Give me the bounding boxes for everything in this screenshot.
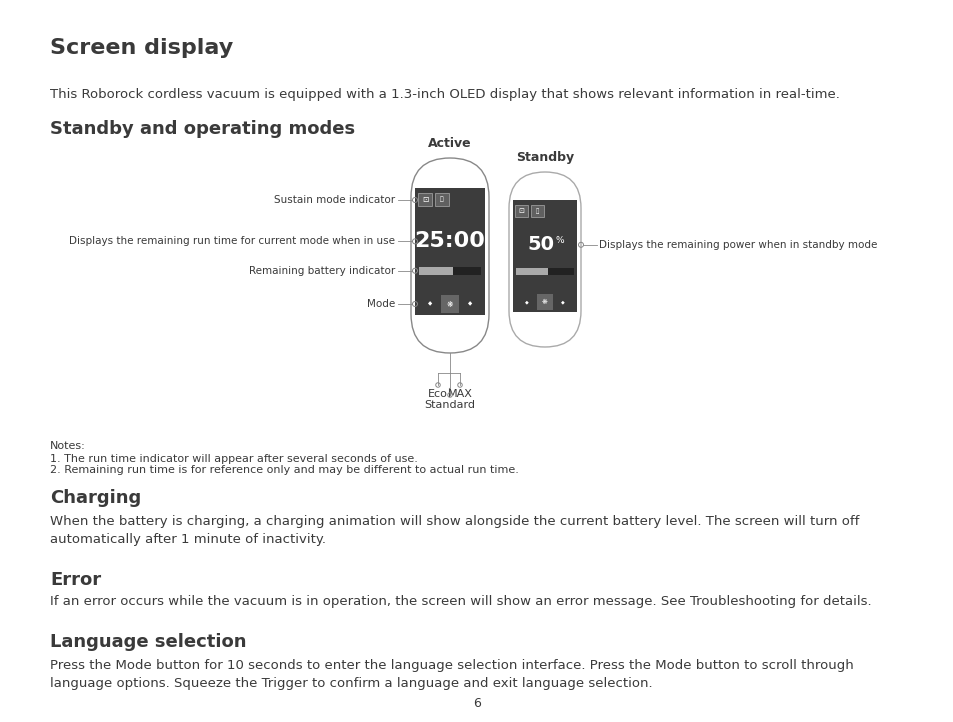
Text: Mode: Mode [366,299,395,309]
Text: ❋: ❋ [446,300,453,308]
Text: Standby: Standby [516,151,574,164]
Bar [516,269,547,275]
Text: ◆: ◆ [560,300,564,305]
Text: 🔒: 🔒 [536,208,538,214]
Text: Press the Mode button for 10 seconds to enter the language selection interface. : Press the Mode button for 10 seconds to … [50,659,853,690]
Bar [420,295,438,313]
Bar [537,294,553,310]
Text: 2. Remaining run time is for reference only and may be different to actual run t: 2. Remaining run time is for reference o… [50,465,518,475]
Text: 1. The run time indicator will appear after several seconds of use.: 1. The run time indicator will appear af… [50,454,417,464]
Text: Remaining battery indicator: Remaining battery indicator [249,266,395,276]
Text: Notes:: Notes: [50,441,86,451]
Text: 6: 6 [473,697,480,710]
Bar [418,266,480,275]
Bar [460,295,478,313]
Text: Displays the remaining run time for current mode when in use: Displays the remaining run time for curr… [69,236,395,246]
Text: Error: Error [50,571,101,589]
Text: %: % [555,236,564,245]
Text: Sustain mode indicator: Sustain mode indicator [274,195,395,205]
FancyBboxPatch shape [411,158,489,353]
Bar [440,295,458,313]
Bar [518,294,535,310]
Text: ⊡: ⊡ [421,195,428,204]
FancyBboxPatch shape [509,172,580,347]
Text: 50: 50 [527,235,554,254]
Text: Standby and operating modes: Standby and operating modes [50,120,355,138]
Text: This Roborock cordless vacuum is equipped with a 1.3-inch OLED display that show: This Roborock cordless vacuum is equippe… [50,88,839,101]
Bar [418,266,453,275]
Text: 25:00: 25:00 [415,231,485,251]
Bar [417,193,432,206]
Text: Eco: Eco [428,389,448,399]
Text: ◆: ◆ [467,302,472,307]
Text: Displays the remaining power when in standby mode: Displays the remaining power when in sta… [598,240,877,250]
Bar [435,193,449,206]
Text: Standard: Standard [424,400,475,410]
Text: Language selection: Language selection [50,633,246,651]
Bar [531,205,543,217]
Text: ❋: ❋ [541,299,547,305]
Text: When the battery is charging, a charging animation will show alongside the curre: When the battery is charging, a charging… [50,515,859,546]
Text: If an error occurs while the vacuum is in operation, the screen will show an err: If an error occurs while the vacuum is i… [50,595,871,608]
Text: Active: Active [428,137,472,150]
Text: MAX: MAX [447,389,472,399]
Text: ◆: ◆ [524,300,528,305]
Text: ⊡: ⊡ [518,208,524,214]
Bar [513,200,577,312]
Text: Charging: Charging [50,489,141,507]
Text: 🔒: 🔒 [439,196,443,202]
Bar [415,188,484,315]
Text: Screen display: Screen display [50,38,233,58]
Bar [516,269,574,275]
Bar [555,294,571,310]
Bar [515,205,527,217]
Text: ◆: ◆ [428,302,432,307]
